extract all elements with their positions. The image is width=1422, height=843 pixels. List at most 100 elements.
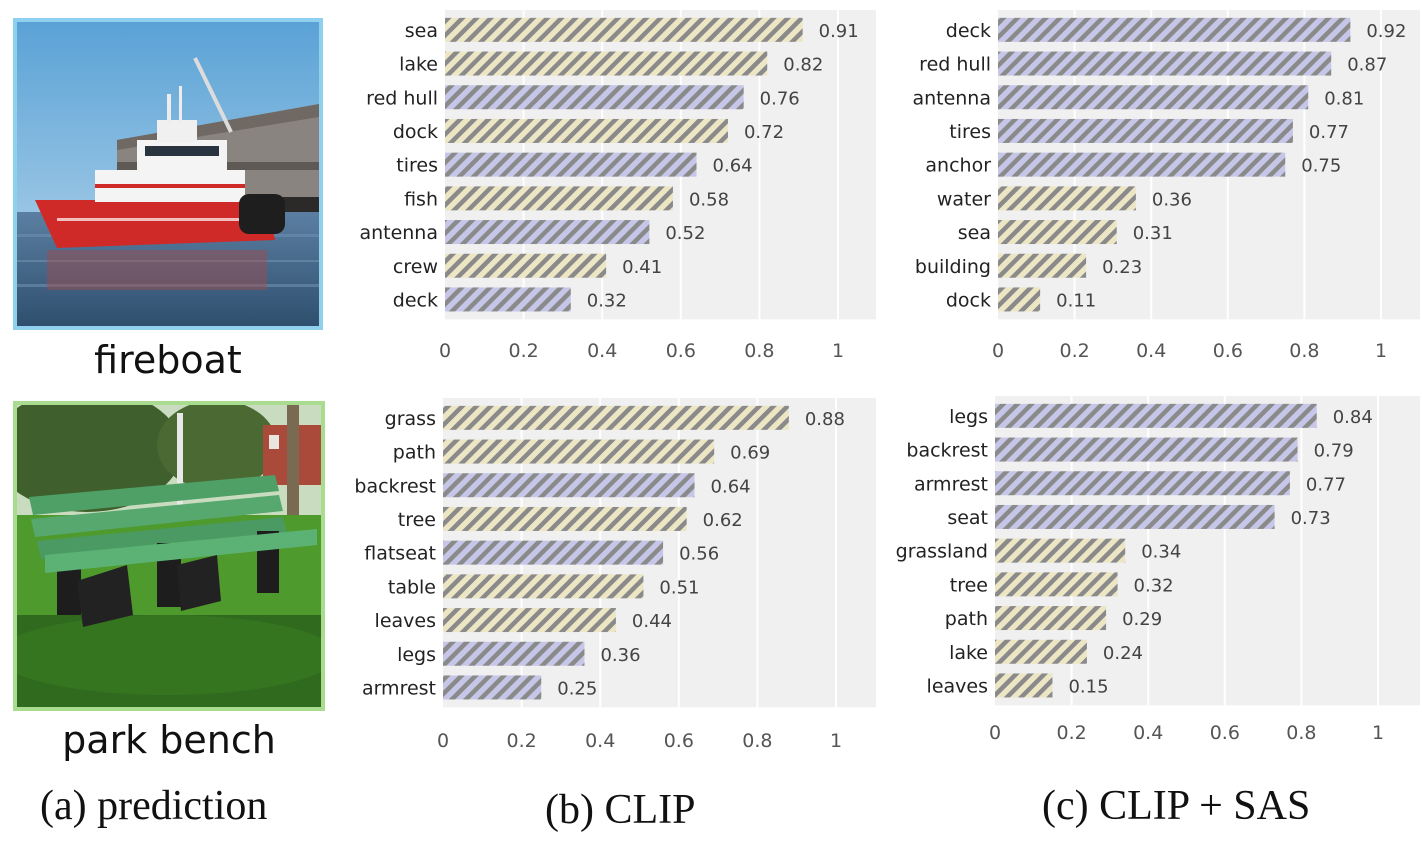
category-label: tires [396,155,438,177]
value-label: 0.32 [1134,575,1174,596]
x-tick-label: 0.8 [744,340,774,362]
category-label: tree [950,574,988,596]
value-label: 0.76 [760,88,800,109]
category-label: antenna [359,222,438,244]
value-label: 0.41 [622,257,662,278]
x-tick-label: 0.2 [506,730,536,752]
value-label: 0.44 [632,611,672,632]
value-label: 0.34 [1141,542,1181,563]
category-label: sea [405,20,438,42]
bar-anchor [998,152,1286,177]
category-label: leaves [927,675,988,697]
category-label: backrest [906,440,988,462]
value-label: 0.62 [703,510,743,531]
category-label: flatseat [364,543,436,565]
value-label: 0.32 [587,290,627,311]
value-label: 0.77 [1306,474,1346,495]
category-label: dock [393,121,438,143]
park-bench-photo-icon [17,405,321,707]
value-label: 0.72 [744,122,784,143]
bar-leaves [995,673,1053,698]
x-tick-label: 0.6 [666,340,696,362]
chart-svg-clip-bench: grass 0.88 path 0.69 backrest 0.64 tree 0.62 fla… [354,398,876,752]
category-label: tires [949,121,991,143]
x-tick-label: 1 [830,730,842,752]
value-label: 0.82 [783,55,823,76]
category-label: dock [946,289,991,311]
category-label: grassland [896,541,988,563]
caption-a: (a) prediction [40,783,268,829]
x-tick-label: 0.8 [742,730,772,752]
category-label: armrest [362,677,436,699]
value-label: 0.31 [1133,223,1173,244]
x-tick-label: 0.8 [1286,722,1316,744]
bar-lake [445,51,768,76]
prediction-label-fireboat: fireboat [94,338,242,382]
fireboat-image [13,18,323,330]
bar-red-hull [445,85,744,110]
category-label: lake [949,642,988,664]
bar-red-hull [998,51,1332,76]
value-label: 0.23 [1102,257,1142,278]
bar-table [443,574,644,599]
bar-grass [443,405,789,430]
category-label: fish [404,188,438,210]
category-label: red hull [366,87,438,109]
x-tick-label: 0 [992,340,1004,362]
category-label: armrest [914,473,988,495]
category-label: backrest [354,475,436,497]
caption-b: (b) CLIP [545,787,696,833]
x-tick-label: 1 [1372,722,1384,744]
bar-dock [445,118,728,143]
bar-flatseat [443,540,664,565]
category-label: legs [949,406,988,428]
bar-backrest [443,473,695,498]
chart-sas-fireboat: deck 0.92 red hull 0.87 antenna 0.81 tires 0.77… [895,10,1420,370]
category-label: crew [393,256,438,278]
value-label: 0.64 [711,476,751,497]
value-label: 0.36 [1152,189,1192,210]
x-tick-label: 0 [437,730,449,752]
x-tick-label: 0.6 [1210,722,1240,744]
bar-sea [445,17,803,42]
value-label: 0.73 [1291,508,1331,529]
bar-fish [445,186,673,211]
bar-tree [443,506,687,531]
bar-legs [443,641,585,666]
x-tick-label: 0.6 [664,730,694,752]
category-label: lake [399,54,438,76]
value-label: 0.58 [689,189,729,210]
bar-lake [995,639,1087,664]
value-label: 0.69 [730,443,770,464]
category-label: antenna [912,87,991,109]
bar-leaves [443,608,616,633]
x-tick-label: 1 [832,340,844,362]
bar-deck [998,17,1351,42]
bar-path [995,606,1107,631]
chart-clip-fireboat: sea 0.91 lake 0.82 red hull 0.76 dock 0.72 tires… [340,10,880,370]
bar-legs [995,403,1317,428]
chart-clip-bench: grass 0.88 path 0.69 backrest 0.64 tree 0.62 fla… [340,398,880,758]
bar-grassland [995,538,1126,563]
bar-antenna [445,220,650,245]
category-label: path [393,442,436,464]
x-tick-label: 0.8 [1289,340,1319,362]
category-label: sea [958,222,991,244]
value-label: 0.87 [1347,55,1387,76]
category-label: leaves [375,610,436,632]
x-tick-label: 0.4 [1136,340,1166,362]
prediction-label-park-bench: park bench [62,718,276,762]
value-label: 0.51 [659,577,699,598]
fireboat-photo-icon [17,22,319,326]
value-label: 0.84 [1333,407,1373,428]
category-label: anchor [925,155,991,177]
x-tick-label: 0 [989,722,1001,744]
bar-tires [998,118,1293,143]
bar-building [998,253,1087,278]
chart-svg-clip-fireboat: sea 0.91 lake 0.82 red hull 0.76 dock 0.72 tires… [359,10,876,362]
value-label: 0.56 [679,544,719,565]
x-tick-label: 0.6 [1213,340,1243,362]
value-label: 0.36 [600,645,640,666]
category-label: legs [397,644,436,666]
